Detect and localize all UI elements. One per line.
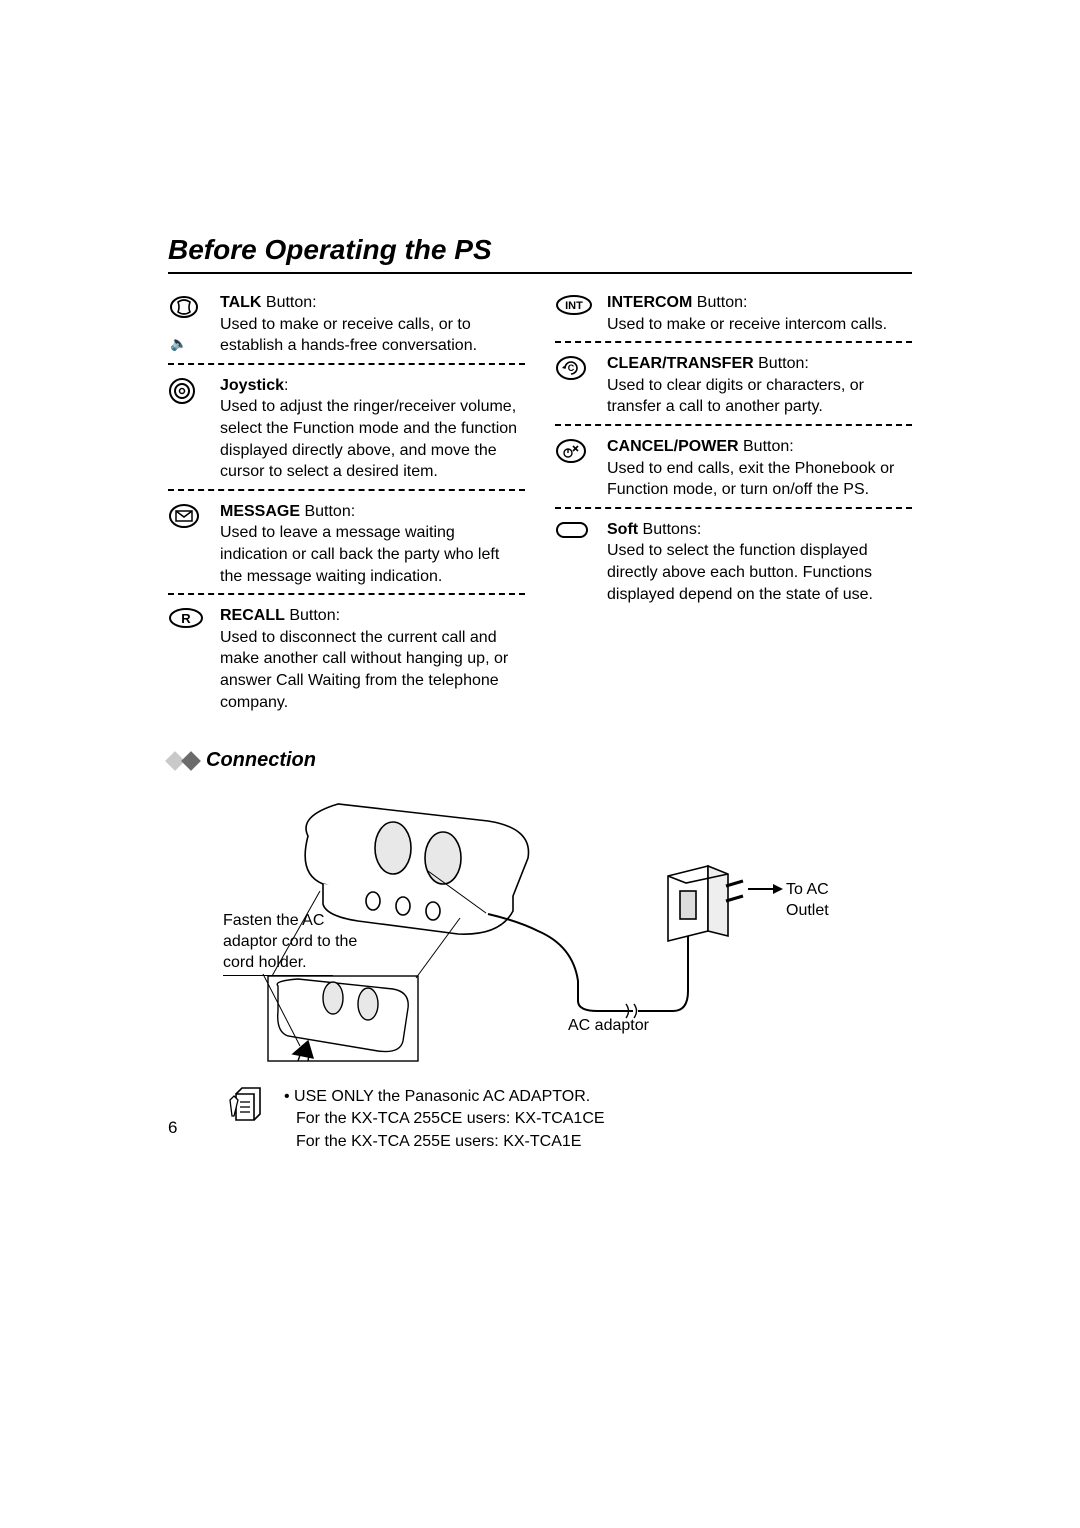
soft-label: Soft — [607, 521, 638, 538]
recall-label: RECALL — [220, 607, 285, 624]
recall-icon: R — [168, 607, 204, 629]
left-column: 🔈 TALK Button: Used to make or receive c… — [168, 292, 525, 719]
note-line-2: For the KX-TCA 255CE users: KX-TCA1CE — [284, 1108, 605, 1130]
svg-text:C: C — [568, 363, 575, 373]
separator — [555, 341, 912, 343]
talk-desc: Used to make or receive calls, or to est… — [220, 316, 477, 355]
intercom-button-item: INT INTERCOM Button: Used to make or rec… — [555, 292, 912, 335]
joystick-desc: Used to adjust the ringer/receiver volum… — [220, 398, 517, 480]
soft-button-item: Soft Buttons: Used to select the functio… — [555, 519, 912, 605]
cancel-button-item: CANCEL/POWER Button: Used to end calls, … — [555, 436, 912, 501]
recall-button-item: R RECALL Button: Used to disconnect the … — [168, 605, 525, 713]
clear-transfer-icon: C — [555, 355, 587, 381]
separator — [168, 489, 525, 491]
message-icon — [168, 503, 200, 529]
fasten-label: Fasten the AC adaptor cord to the cord h… — [223, 911, 373, 976]
joystick-label-rest: : — [284, 377, 288, 394]
note-line-3: For the KX-TCA 255E users: KX-TCA1E — [284, 1131, 605, 1153]
separator — [555, 507, 912, 509]
ac-adaptor-label: AC adaptor — [568, 1016, 649, 1037]
clear-label-rest: Button: — [754, 355, 809, 372]
talk-label: TALK — [220, 294, 261, 311]
joystick-label: Joystick — [220, 377, 284, 394]
message-desc: Used to leave a message waiting indicati… — [220, 524, 499, 584]
connection-title: Connection — [206, 749, 316, 772]
note-icon — [228, 1086, 264, 1126]
cancel-desc: Used to end calls, exit the Phonebook or… — [607, 460, 894, 499]
separator — [168, 593, 525, 595]
intercom-label-rest: Button: — [692, 294, 747, 311]
recall-label-rest: Button: — [285, 607, 340, 624]
button-descriptions: 🔈 TALK Button: Used to make or receive c… — [168, 292, 912, 719]
cancel-label: CANCEL/POWER — [607, 438, 739, 455]
intercom-desc: Used to make or receive intercom calls. — [607, 316, 887, 333]
page-number: 6 — [168, 1118, 177, 1138]
cancel-label-rest: Button: — [739, 438, 794, 455]
message-label-rest: Button: — [300, 503, 355, 520]
talk-label-rest: Button: — [261, 294, 316, 311]
separator — [168, 363, 525, 365]
svg-text:INT: INT — [565, 300, 583, 312]
clear-label: CLEAR/TRANSFER — [607, 355, 754, 372]
speaker-icon: 🔈 — [170, 335, 208, 352]
connection-section: Connection — [168, 749, 912, 1153]
soft-desc: Used to select the function displayed di… — [607, 542, 873, 602]
intercom-icon: INT — [555, 294, 593, 316]
page-title: Before Operating the PS — [168, 234, 912, 274]
soft-label-rest: Buttons: — [638, 521, 701, 538]
note-block: • USE ONLY the Panasonic AC ADAPTOR. For… — [228, 1086, 912, 1153]
clear-desc: Used to clear digits or characters, or t… — [607, 377, 864, 416]
talk-icon — [168, 294, 200, 326]
joystick-icon — [168, 377, 196, 405]
diamond-bullets-icon — [168, 754, 198, 768]
connection-diagram: Fasten the AC adaptor cord to the cord h… — [228, 786, 868, 1066]
message-button-item: MESSAGE Button: Used to leave a message … — [168, 501, 525, 587]
talk-button-item: 🔈 TALK Button: Used to make or receive c… — [168, 292, 525, 357]
cancel-power-icon — [555, 438, 587, 464]
intercom-label: INTERCOM — [607, 294, 692, 311]
joystick-item: Joystick: Used to adjust the ringer/rece… — [168, 375, 525, 483]
message-label: MESSAGE — [220, 503, 300, 520]
note-line-1: • USE ONLY the Panasonic AC ADAPTOR. — [284, 1086, 605, 1108]
separator — [555, 424, 912, 426]
clear-button-item: C CLEAR/TRANSFER Button: Used to clear d… — [555, 353, 912, 418]
svg-text:R: R — [181, 611, 191, 626]
right-column: INT INTERCOM Button: Used to make or rec… — [555, 292, 912, 719]
recall-desc: Used to disconnect the current call and … — [220, 629, 508, 711]
outlet-label: To AC Outlet — [786, 880, 868, 922]
soft-button-icon — [555, 521, 589, 539]
